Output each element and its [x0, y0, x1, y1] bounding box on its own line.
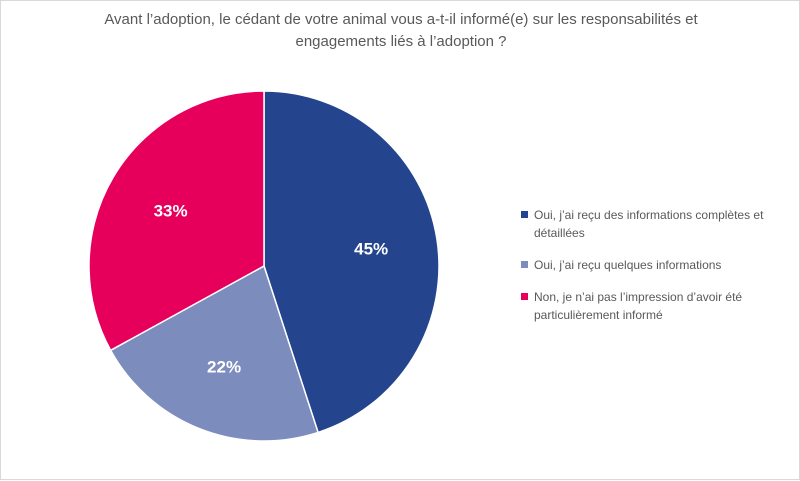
pie-slices: [88, 90, 440, 442]
pie-slice-not-informed: [88, 90, 265, 352]
legend-item-some: Oui, j’ai reçu quelques informations: [521, 256, 791, 274]
legend-swatch: [521, 293, 528, 300]
pie-data-label: 33%: [154, 201, 188, 220]
pie-slice-some: [109, 264, 320, 442]
legend-swatch: [521, 261, 528, 268]
chart-title: Avant l’adoption, le cédant de votre ani…: [104, 11, 698, 50]
legend-label: Oui, j’ai reçu des informations complète…: [534, 208, 764, 240]
legend-label: Oui, j’ai reçu quelques informations: [534, 258, 722, 272]
legend-swatch: [521, 211, 528, 218]
legend-label: Non, je n’ai pas l’impression d’avoir ét…: [534, 290, 743, 322]
legend-item-not-informed: Non, je n’ai pas l’impression d’avoir ét…: [521, 288, 791, 324]
pie-data-label: 45%: [354, 240, 388, 259]
pie-data-label: 22%: [207, 357, 241, 376]
pie-slice-complete: [263, 90, 440, 434]
legend-item-complete: Oui, j’ai reçu des informations complète…: [521, 206, 791, 242]
pie-labels: 45% 22% 33%: [154, 201, 389, 376]
legend: Oui, j’ai reçu des informations complète…: [521, 206, 791, 338]
